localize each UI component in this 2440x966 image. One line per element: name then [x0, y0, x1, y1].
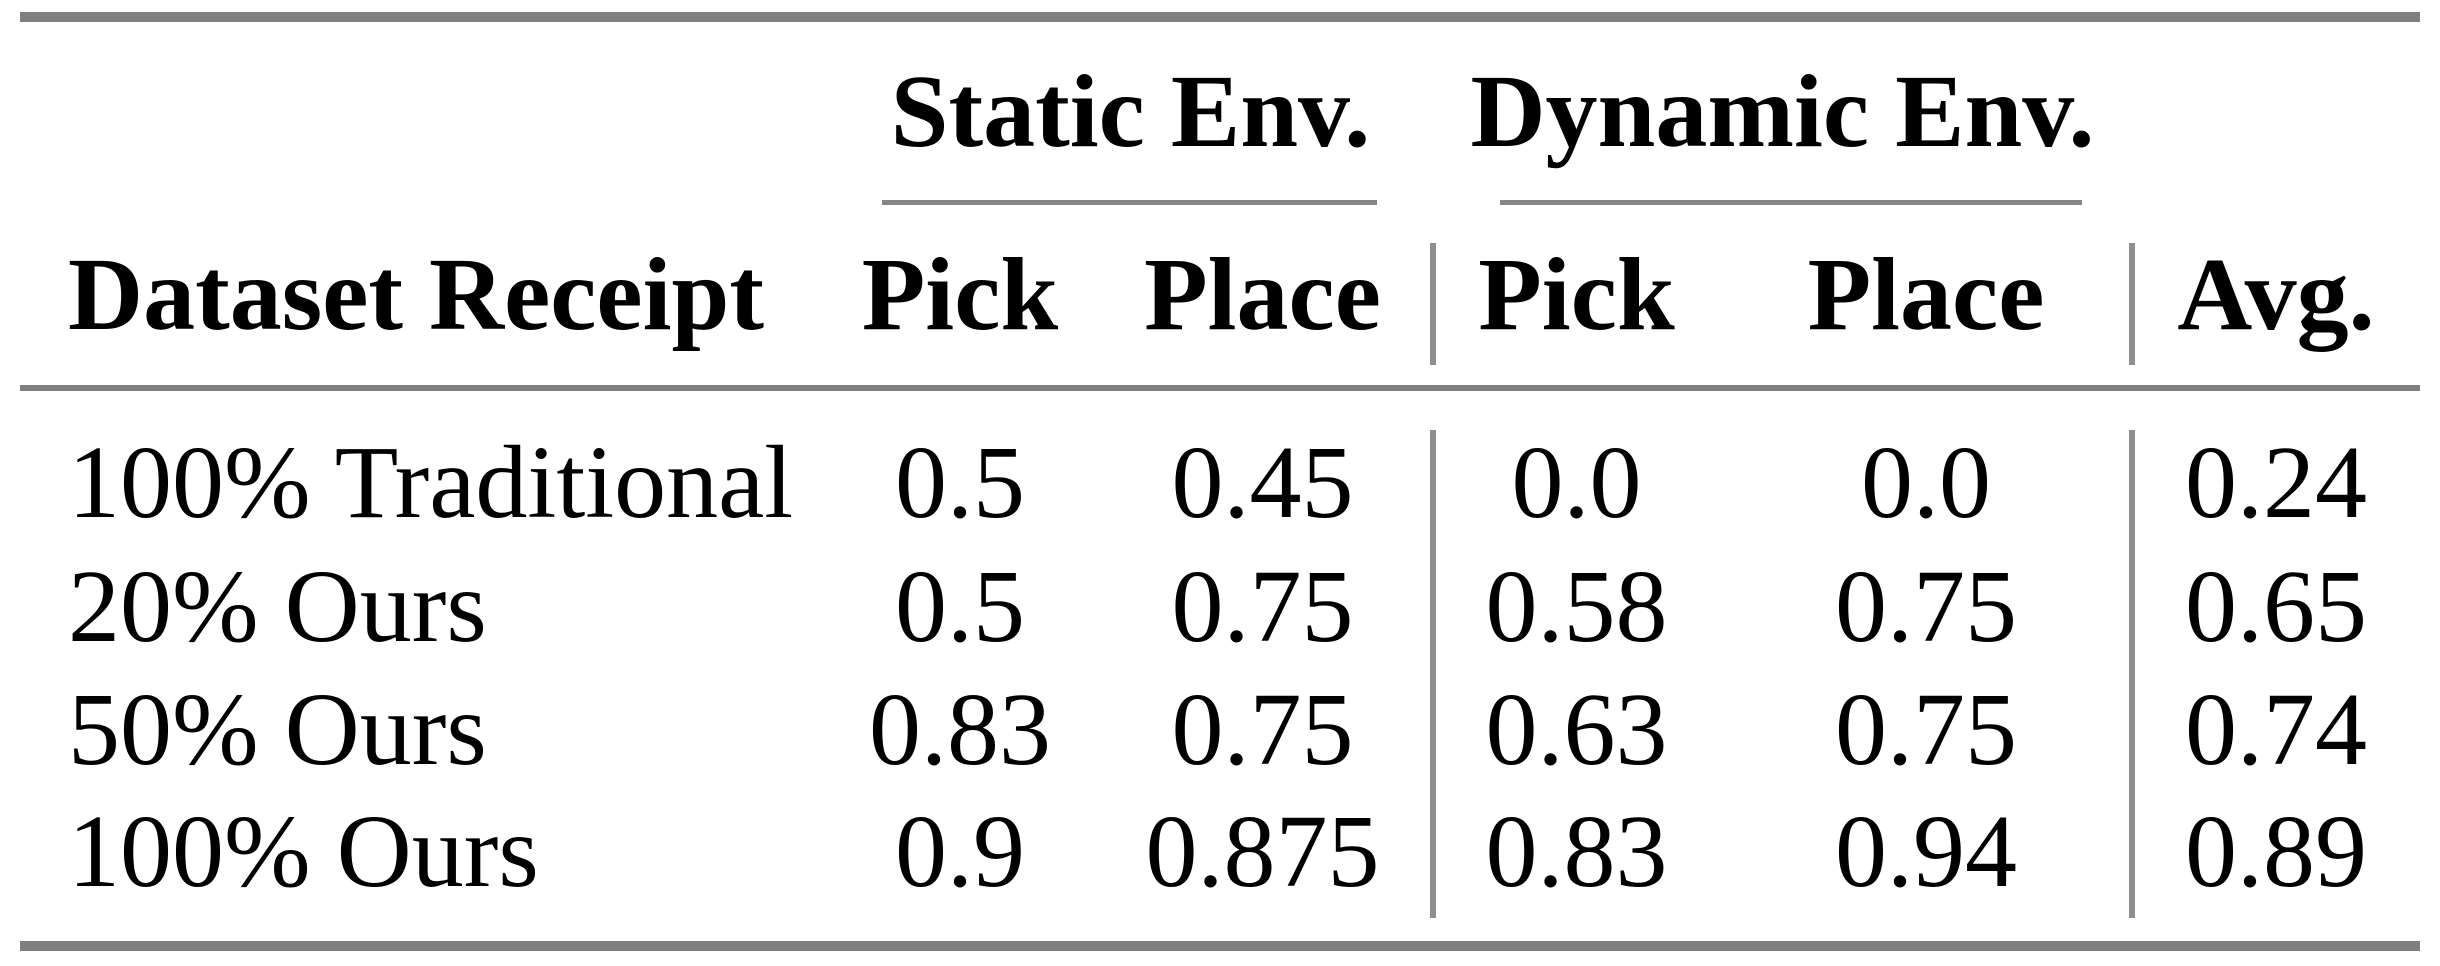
dynamic-env-cmidrule: [1500, 200, 2082, 205]
row-label: 20% Ours: [68, 549, 487, 664]
bottom-rule: [20, 941, 2420, 951]
column-group-dynamic-env: Dynamic Env.: [1470, 54, 2095, 169]
cell-avg: 0.89: [2185, 794, 2367, 909]
group-spacer-left: [20, 60, 828, 164]
cell-static-pick: 0.5: [895, 425, 1025, 540]
cell-dynamic-place: 0.0: [1861, 425, 1991, 540]
cell-static-place: 0.45: [1171, 425, 1354, 540]
row-label: 100% Ours: [68, 794, 539, 909]
static-dynamic-divider-header: [1430, 243, 1436, 365]
cell-dynamic-pick: 0.63: [1485, 672, 1668, 787]
cell-dynamic-place: 0.75: [1835, 672, 2017, 787]
column-header-row: Dataset Receipt Pick Place Pick Place Av…: [20, 243, 2420, 347]
header-avg: Avg.: [2177, 237, 2375, 352]
cell-avg: 0.24: [2185, 425, 2367, 540]
row-label: 50% Ours: [68, 672, 487, 787]
dynamic-avg-divider-header: [2129, 243, 2135, 365]
cell-avg: 0.65: [2185, 549, 2367, 664]
group-spacer-right: [2132, 60, 2420, 164]
table-row: 20% Ours 0.5 0.75 0.58 0.75 0.65: [20, 555, 2420, 659]
cell-static-pick: 0.9: [895, 794, 1025, 909]
cell-static-pick: 0.83: [869, 672, 1051, 787]
cell-static-place: 0.875: [1145, 794, 1380, 909]
cell-static-place: 0.75: [1171, 672, 1354, 787]
dynamic-avg-divider-body: [2129, 430, 2135, 918]
header-dynamic-place: Place: [1807, 237, 2045, 352]
static-dynamic-divider-body: [1430, 430, 1436, 918]
cell-static-pick: 0.5: [895, 549, 1025, 664]
column-group-static-env: Static Env.: [890, 54, 1371, 169]
row-label: 100% Traditional: [68, 425, 794, 540]
top-rule: [20, 12, 2420, 22]
header-midrule: [20, 385, 2420, 391]
cell-dynamic-place: 0.75: [1835, 549, 2017, 664]
cell-dynamic-pick: 0.83: [1485, 794, 1668, 909]
cell-dynamic-place: 0.94: [1835, 794, 2017, 909]
header-static-pick: Pick: [861, 237, 1059, 352]
column-group-row: Static Env. Dynamic Env.: [20, 60, 2420, 164]
cell-avg: 0.74: [2185, 672, 2367, 787]
table-row: 50% Ours 0.83 0.75 0.63 0.75 0.74: [20, 678, 2420, 782]
header-dataset-receipt: Dataset Receipt: [68, 237, 764, 352]
cell-static-place: 0.75: [1171, 549, 1354, 664]
static-env-cmidrule: [882, 200, 1377, 205]
cell-dynamic-pick: 0.58: [1485, 549, 1668, 664]
header-static-place: Place: [1144, 237, 1381, 352]
table-row: 100% Ours 0.9 0.875 0.83 0.94 0.89: [20, 800, 2420, 904]
cell-dynamic-pick: 0.0: [1511, 425, 1642, 540]
header-dynamic-pick: Pick: [1478, 237, 1675, 352]
table-row: 100% Traditional 0.5 0.45 0.0 0.0 0.24: [20, 431, 2420, 535]
